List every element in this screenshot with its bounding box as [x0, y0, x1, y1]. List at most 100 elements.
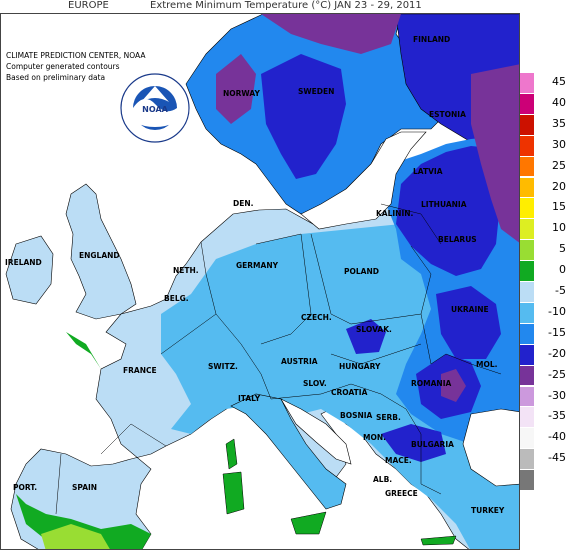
- legend-row: 40: [520, 93, 568, 115]
- country-label-germany: GERMANY: [236, 261, 279, 270]
- zone-minus20-bulgaria: [381, 424, 446, 462]
- legend-label: -40: [548, 430, 566, 444]
- legend-label: -15: [548, 325, 566, 339]
- legend-row: 15: [520, 198, 568, 220]
- country-label-greece: GREECE: [385, 489, 418, 498]
- source-note-org: CLIMATE PREDICTION CENTER, NOAA: [6, 51, 146, 60]
- country-label-romania: ROMANIA: [411, 379, 452, 388]
- legend-label: 30: [552, 137, 566, 151]
- land-crete: [420, 535, 457, 546]
- map-title: EUROPE Extreme Minimum Temperature (°C) …: [0, 0, 520, 14]
- legend-row: -20: [520, 344, 568, 366]
- legend-swatch: [520, 219, 534, 241]
- legend-swatch: [520, 407, 534, 429]
- legend-label: 5: [559, 242, 566, 256]
- legend-swatch: [520, 428, 534, 450]
- country-label-slovak: SLOVAK.: [356, 325, 392, 334]
- legend-row: 30: [520, 135, 568, 157]
- country-label-belarus: BELARUS: [438, 235, 477, 244]
- color-legend: 45 40 35 30 25 20 15 10 5 0 -5 -10 -15 -20 -25 -30 -35 -4…: [520, 73, 568, 491]
- country-label-sweden: SWEDEN: [298, 87, 335, 96]
- legend-label: -10: [548, 304, 566, 318]
- legend-row: 10: [520, 219, 568, 241]
- country-label-lithuania: LITHUANIA: [421, 200, 467, 209]
- land-sicily: [290, 511, 327, 535]
- legend-label: -35: [548, 409, 566, 423]
- country-label-finland: FINLAND: [413, 35, 451, 44]
- legend-label: -5: [555, 284, 566, 297]
- legend-row: -45: [520, 449, 568, 471]
- legend-row: -40: [520, 428, 568, 450]
- legend-swatch: [520, 73, 534, 94]
- zone-minus25-romania: [441, 369, 466, 402]
- country-label-ukraine: UKRAINE: [451, 305, 489, 314]
- country-label-poland: POLAND: [344, 267, 379, 276]
- noaa-logo: NOAA: [120, 73, 190, 143]
- legend-row: -15: [520, 323, 568, 345]
- legend-swatch: [520, 282, 534, 303]
- country-label-mol: MOL.: [476, 360, 498, 369]
- country-label-port: PORT.: [13, 483, 38, 492]
- zone-minus25-norway: [216, 54, 256, 124]
- legend-row: 20: [520, 177, 568, 199]
- legend-swatch: [520, 365, 534, 387]
- sea-adriatic: [280, 398, 352, 465]
- legend-label: 35: [552, 116, 566, 130]
- country-label-neth: NETH.: [173, 266, 199, 275]
- legend-swatch: [520, 386, 534, 408]
- country-label-norway: NORWAY: [223, 89, 260, 98]
- country-label-bulgaria: BULGARIA: [411, 440, 454, 449]
- country-borders: [55, 203, 502, 515]
- legend-swatch: [520, 323, 534, 345]
- country-label-den: DEN.: [233, 199, 254, 208]
- country-label-slov: SLOV.: [303, 379, 327, 388]
- legend-row: [520, 470, 568, 491]
- land-ireland: [5, 235, 54, 305]
- country-label-estonia: ESTONIA: [429, 110, 466, 119]
- noaa-logo-center-text: NOAA: [142, 105, 168, 114]
- country-label-switz: SWITZ.: [208, 362, 238, 371]
- legend-row: -30: [520, 386, 568, 408]
- zone-minus25-north: [261, 14, 401, 54]
- country-label-england: ENGLAND: [79, 251, 120, 260]
- legend-swatch: [520, 156, 534, 178]
- legend-swatch: [520, 302, 534, 324]
- country-label-ireland: IRELAND: [5, 258, 42, 267]
- legend-label: 20: [552, 179, 566, 193]
- source-note-method: Computer generated contours: [6, 62, 120, 71]
- legend-row: -10: [520, 302, 568, 324]
- title-region: EUROPE: [68, 0, 109, 11]
- legend-swatch: [520, 93, 534, 115]
- legend-label: 15: [552, 200, 566, 214]
- legend-swatch: [520, 135, 534, 157]
- legend-label: 25: [552, 158, 566, 172]
- country-label-austria: AUSTRIA: [281, 357, 318, 366]
- country-label-turkey: TURKEY: [471, 506, 505, 515]
- country-label-italy: ITALY: [238, 394, 261, 403]
- legend-row: -25: [520, 365, 568, 387]
- sea-baltic: [300, 131, 427, 230]
- land-corsica: [225, 438, 238, 470]
- country-label-bosnia: BOSNIA: [340, 411, 373, 420]
- source-note-data: Based on preliminary data: [6, 73, 106, 82]
- zone-minus20-baltic: [396, 146, 501, 276]
- legend-swatch: [520, 240, 534, 262]
- legend-label: 45: [552, 75, 566, 88]
- legend-swatch: [520, 449, 534, 471]
- legend-label: 40: [552, 95, 566, 109]
- country-label-alb: ALB.: [373, 475, 393, 484]
- country-label-hungary: HUNGARY: [339, 362, 381, 371]
- zone-minus20-sweden: [261, 54, 346, 179]
- country-label-serb: SERB.: [376, 413, 401, 422]
- land-britain: [65, 183, 137, 320]
- legend-label: -45: [548, 451, 566, 465]
- country-label-mace: MACE.: [385, 456, 412, 465]
- zone-zero-france-coast: [66, 332, 101, 369]
- legend-label: -20: [548, 346, 566, 360]
- country-label-france: FRANCE: [123, 366, 157, 375]
- country-label-mon: MON.: [363, 433, 386, 442]
- legend-label: 0: [559, 263, 566, 277]
- zone-minus20-ukraine: [436, 286, 501, 359]
- title-product: Extreme Minimum Temperature (°C) JAN 23 …: [150, 0, 422, 11]
- country-label-spain: SPAIN: [72, 483, 98, 492]
